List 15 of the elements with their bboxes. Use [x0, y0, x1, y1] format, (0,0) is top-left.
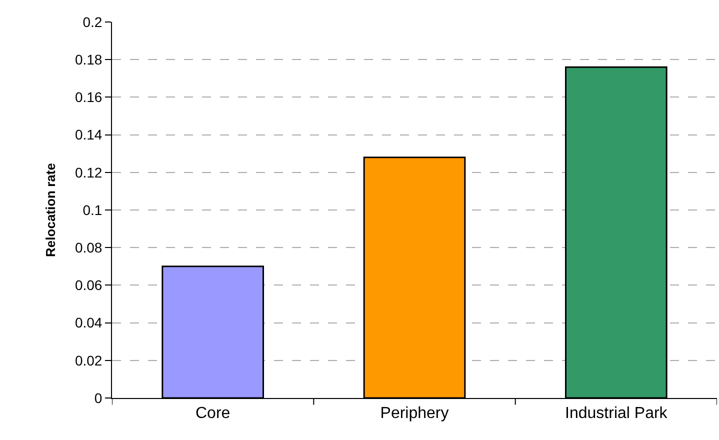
y-tick-label: 0.04 — [74, 314, 102, 331]
y-tick-label: 0.06 — [74, 277, 102, 294]
x-tick-label: Core — [195, 405, 230, 422]
x-tick-label: Industrial Park — [565, 405, 668, 422]
y-tick-label: 0.14 — [74, 126, 102, 143]
y-tick-label: 0.2 — [82, 14, 102, 30]
y-axis-title: Relocation rate — [42, 163, 58, 257]
x-tick-label: Periphery — [380, 405, 449, 422]
y-tick-label: 0.02 — [74, 352, 102, 368]
y-tick-label: 0.18 — [74, 52, 102, 68]
y-tick-label: 0.16 — [74, 89, 102, 106]
y-tick-label: 0.1 — [82, 202, 102, 218]
y-tick-label: 0.12 — [74, 164, 102, 180]
y-tick-label: 0 — [94, 390, 102, 406]
y-tick-label: 0.08 — [74, 240, 102, 256]
